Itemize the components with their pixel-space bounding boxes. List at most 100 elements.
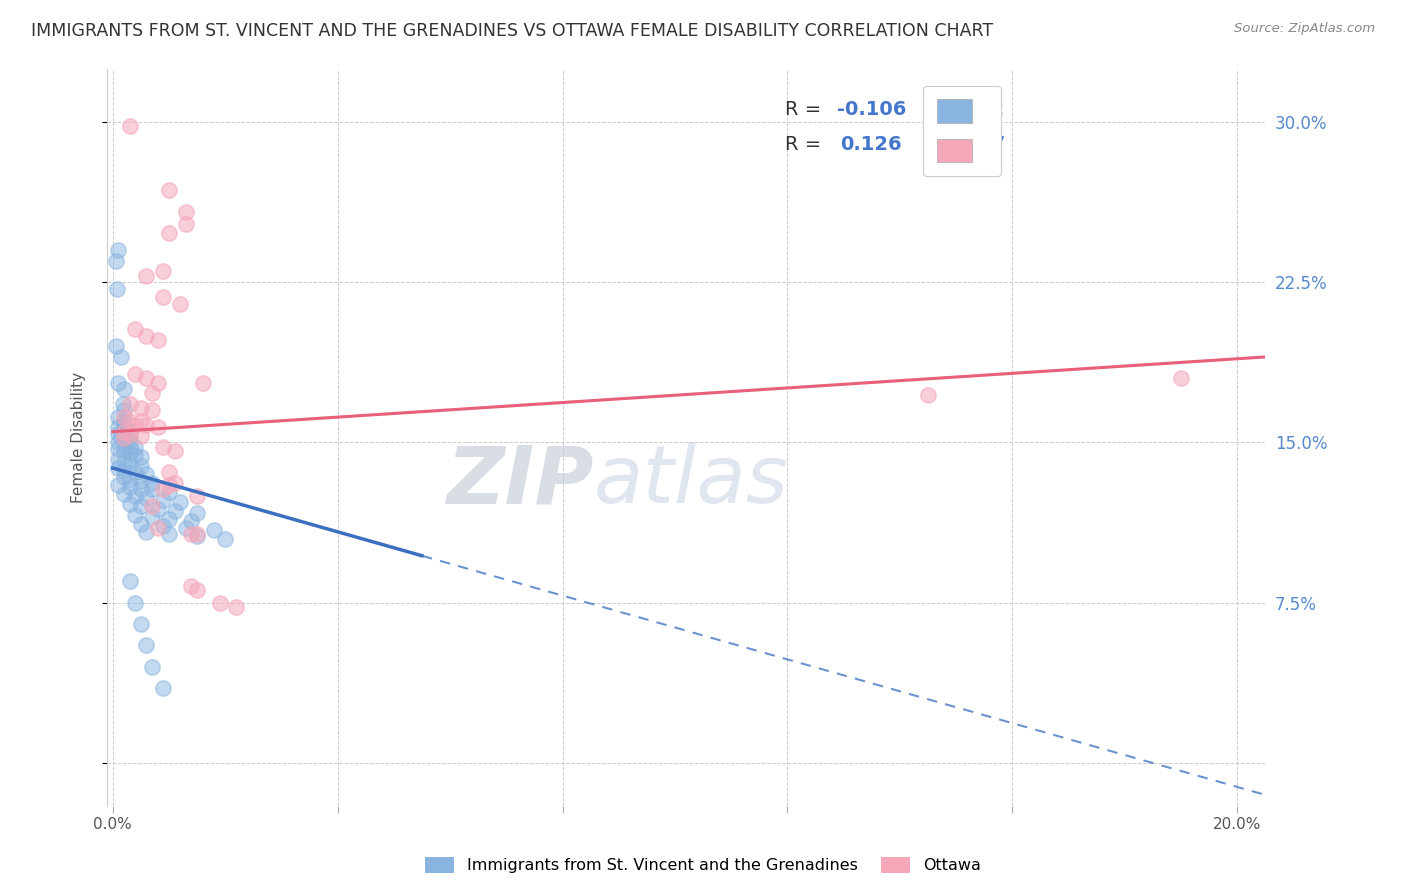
Point xyxy=(112,431,135,445)
Point xyxy=(107,435,129,450)
Point xyxy=(124,418,146,433)
Point xyxy=(112,382,135,396)
Point xyxy=(191,376,214,390)
Point xyxy=(112,423,135,437)
Point xyxy=(146,420,169,434)
Text: R =: R = xyxy=(785,100,827,119)
Text: atlas: atlas xyxy=(593,442,789,520)
Point xyxy=(107,461,129,475)
Point xyxy=(152,440,174,454)
Point xyxy=(174,204,197,219)
Point xyxy=(152,483,174,497)
Point xyxy=(124,367,146,381)
Point xyxy=(107,426,129,441)
Point xyxy=(174,218,197,232)
Point xyxy=(118,425,141,439)
Text: -0.106: -0.106 xyxy=(837,100,907,119)
Point xyxy=(186,527,208,541)
Point xyxy=(135,328,157,343)
Point xyxy=(107,243,129,257)
Point xyxy=(104,253,127,268)
Point xyxy=(129,500,152,514)
Point xyxy=(186,489,208,503)
Point xyxy=(146,521,169,535)
Point xyxy=(124,322,146,336)
Point xyxy=(118,574,141,589)
Point xyxy=(129,414,152,428)
Text: R =: R = xyxy=(785,135,834,154)
Point xyxy=(169,495,191,509)
Point xyxy=(135,638,157,652)
Point xyxy=(1170,371,1192,385)
Point xyxy=(163,504,186,518)
Point xyxy=(118,414,141,428)
Point xyxy=(124,489,146,503)
Point xyxy=(112,486,135,500)
Text: ZIP: ZIP xyxy=(446,442,593,520)
Y-axis label: Female Disability: Female Disability xyxy=(72,371,86,502)
Point xyxy=(112,431,135,445)
Point xyxy=(135,491,157,505)
Point xyxy=(225,599,247,614)
Point xyxy=(129,401,152,416)
Point xyxy=(112,414,135,428)
Text: 72: 72 xyxy=(979,100,1005,119)
Text: IMMIGRANTS FROM ST. VINCENT AND THE GRENADINES VS OTTAWA FEMALE DISABILITY CORRE: IMMIGRANTS FROM ST. VINCENT AND THE GREN… xyxy=(31,22,993,40)
Point xyxy=(118,397,141,411)
Point xyxy=(124,508,146,522)
Point xyxy=(107,452,129,467)
Point xyxy=(124,596,146,610)
Text: N =: N = xyxy=(918,100,980,119)
Point xyxy=(118,457,141,471)
Point xyxy=(112,425,135,439)
Point xyxy=(141,483,163,497)
Point xyxy=(186,582,208,597)
Point xyxy=(135,418,157,433)
Point xyxy=(124,465,146,479)
Point xyxy=(214,532,236,546)
Point xyxy=(112,418,135,433)
Point xyxy=(118,434,141,448)
Point xyxy=(169,296,191,310)
Point xyxy=(112,444,135,458)
Point xyxy=(107,420,129,434)
Point xyxy=(107,409,129,424)
Point xyxy=(105,282,128,296)
Text: N =: N = xyxy=(918,135,980,154)
Point xyxy=(112,403,135,417)
Point xyxy=(180,578,202,592)
Point xyxy=(112,409,135,424)
Point xyxy=(152,681,174,695)
Point xyxy=(157,465,180,479)
Point xyxy=(917,388,939,402)
Point xyxy=(146,501,169,516)
Point xyxy=(135,525,157,540)
Point xyxy=(146,376,169,390)
Point xyxy=(104,339,127,353)
Point xyxy=(112,437,135,451)
Text: Source: ZipAtlas.com: Source: ZipAtlas.com xyxy=(1234,22,1375,36)
Point xyxy=(118,426,141,441)
Point xyxy=(186,529,208,543)
Point xyxy=(124,448,146,462)
Point xyxy=(152,264,174,278)
Point xyxy=(129,474,152,488)
Point xyxy=(129,516,152,531)
Point xyxy=(157,527,180,541)
Point xyxy=(174,521,197,535)
Point xyxy=(202,523,225,537)
Point xyxy=(135,371,157,385)
Point xyxy=(141,510,163,524)
Point xyxy=(111,397,134,411)
Point xyxy=(146,333,169,347)
Point xyxy=(118,119,141,133)
Point xyxy=(112,463,135,477)
Point xyxy=(157,183,180,197)
Legend: Immigrants from St. Vincent and the Grenadines, Ottawa: Immigrants from St. Vincent and the Gren… xyxy=(419,850,987,880)
Point xyxy=(208,596,231,610)
Point xyxy=(107,376,129,390)
Point xyxy=(180,515,202,529)
Point xyxy=(112,455,135,469)
Point xyxy=(118,480,141,494)
Point xyxy=(118,497,141,511)
